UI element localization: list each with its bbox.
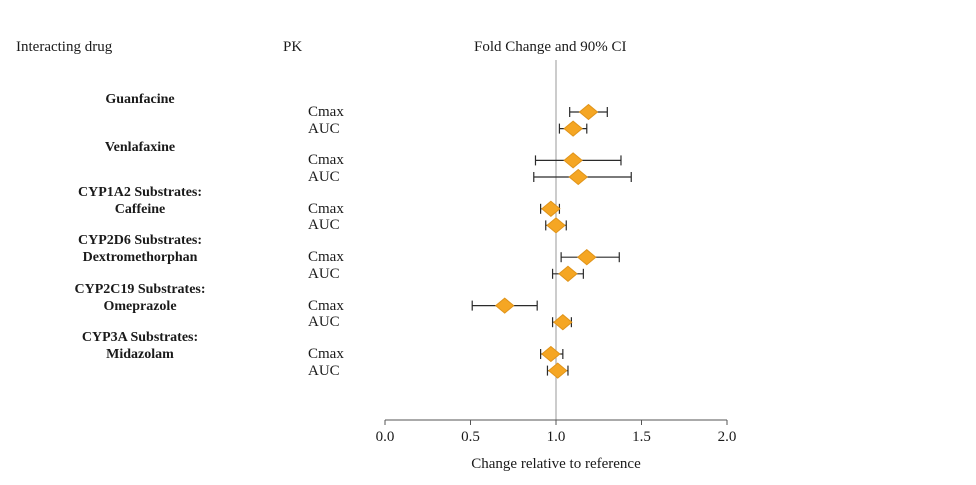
column-header-interacting-drug: Interacting drug: [16, 39, 113, 55]
x-tick-label: 1.5: [632, 429, 651, 445]
x-tick-label: 0.5: [461, 429, 480, 445]
estimate-marker: [558, 265, 578, 282]
x-tick-label: 2.0: [718, 429, 737, 445]
estimate-marker: [541, 200, 561, 217]
x-axis-title: Change relative to reference: [471, 456, 641, 472]
column-header-fold-change: Fold Change and 90% CI: [474, 39, 627, 55]
estimate-marker: [563, 120, 583, 137]
estimate-marker: [546, 217, 566, 234]
estimate-marker: [568, 168, 589, 186]
estimate-marker: [553, 314, 573, 331]
x-tick-label: 1.0: [547, 429, 566, 445]
estimate-marker: [578, 103, 599, 121]
estimate-marker: [547, 362, 568, 379]
estimate-marker: [563, 152, 583, 169]
estimate-marker: [576, 249, 597, 266]
x-tick-label: 0.0: [376, 429, 395, 445]
column-header-pk: PK: [283, 39, 303, 55]
estimate-marker: [541, 345, 561, 363]
estimate-marker: [494, 297, 515, 314]
